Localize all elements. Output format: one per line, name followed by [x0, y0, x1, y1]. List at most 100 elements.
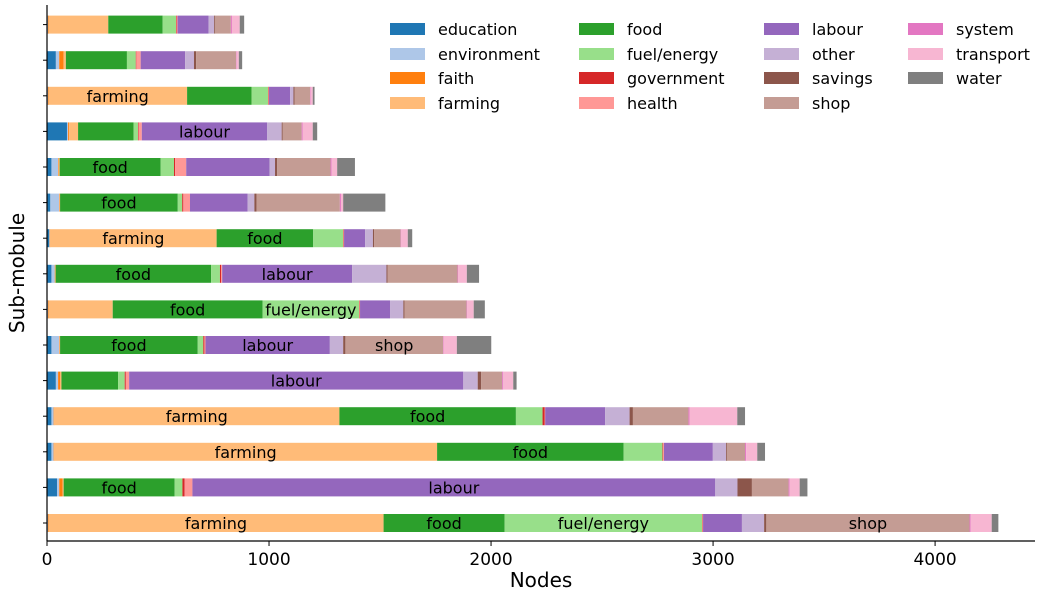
bar-segment-transport [443, 336, 457, 354]
bar-segment-health [268, 86, 270, 105]
legend-label: government [627, 69, 725, 88]
bar-segment-labour [222, 264, 353, 283]
bar-segment-environment [51, 158, 59, 176]
bar-segment-food [437, 442, 624, 461]
bar-segment-environment [55, 371, 59, 390]
bar-segment-shop [294, 86, 311, 105]
bar-segment-shop [481, 371, 503, 390]
bar-segment-other [390, 300, 404, 319]
segment-label-food: food [111, 336, 146, 355]
bar-segment-health [359, 300, 361, 319]
bar-segment-environment [47, 514, 49, 532]
y-axis-label: Sub-mobule [5, 213, 29, 333]
bar-segment-transport [689, 407, 738, 426]
bar-segment-water [312, 86, 315, 105]
bar-segment-labour [186, 158, 270, 176]
bar-segment-transport [503, 371, 514, 390]
bar-segment-transport [331, 158, 338, 176]
bar-segment-system [688, 407, 690, 426]
bar-segment-faith [47, 15, 49, 34]
bar-segment-education [47, 264, 52, 283]
bar-segment-system [969, 514, 971, 532]
bar-segment-transport [746, 442, 758, 461]
bar-9 [47, 300, 485, 319]
bar-segment-farming [62, 478, 64, 497]
bar-segment-water [799, 478, 808, 497]
bar-segment-government [542, 407, 545, 426]
bar-segment-faith [59, 51, 64, 70]
bar-segment-savings [372, 229, 375, 248]
legend-label: environment [438, 45, 540, 64]
bar-segment-government [203, 336, 205, 354]
bar-7 [47, 229, 413, 248]
legend-swatch [764, 23, 799, 35]
bar-segment-other [741, 514, 765, 532]
bar-segment-shop [751, 478, 789, 497]
bar-segment-farming [63, 51, 66, 70]
bar-segment-education [47, 122, 67, 141]
bar-segment-labour [177, 15, 209, 34]
bar-1 [47, 15, 245, 34]
legend-swatch [579, 72, 614, 84]
legend-label: labour [812, 20, 863, 39]
bar-segment-government [268, 86, 269, 105]
bar-segment-food [187, 86, 252, 105]
bar-segment-environment [51, 336, 60, 354]
bar-14 [47, 478, 808, 497]
bar-segment-farming [59, 193, 61, 212]
legend-entry-labour: labour [764, 20, 863, 39]
bar-11 [47, 371, 517, 390]
bar-segment-fuel-energy [177, 193, 183, 212]
legend-label: health [627, 94, 678, 113]
bar-segment-fuel-energy [133, 122, 139, 141]
legend-label: farming [438, 94, 500, 113]
legend-label: faith [438, 69, 474, 88]
segment-label-labour: labour [271, 372, 322, 391]
segment-label-fuel-energy: fuel/energy [558, 514, 649, 533]
bar-segment-shop [766, 514, 970, 532]
bar-segment-education [47, 442, 52, 461]
bar-segment-other [247, 193, 255, 212]
bar-segment-other [712, 442, 727, 461]
bar-segment-environment [49, 229, 50, 248]
bar-segment-other [329, 336, 344, 354]
bar-segment-education [47, 478, 57, 497]
bar-segment-education [47, 193, 51, 212]
segment-label-shop: shop [375, 336, 413, 355]
bar-segment-other [185, 51, 194, 70]
segment-label-farming: farming [215, 443, 277, 462]
legend-swatch [764, 97, 799, 109]
bar-segment-health [183, 193, 190, 212]
bar-segment-other [352, 264, 387, 283]
bar-segment-savings [477, 371, 482, 390]
bar-segment-shop [387, 264, 458, 283]
bar-segment-government [138, 122, 139, 141]
bar-segment-shop [282, 122, 302, 141]
legend-swatch [908, 72, 943, 84]
legend-swatch [390, 97, 425, 109]
bar-segment-food [55, 264, 212, 283]
bar-5 [47, 158, 355, 176]
bar-segment-education [47, 51, 56, 70]
bar-segment-water [757, 442, 766, 461]
bar-segment-health [125, 371, 130, 390]
bar-segment-system [745, 442, 747, 461]
bar-segment-health [343, 229, 345, 248]
legend-entry-faith: faith [390, 69, 474, 88]
bar-segment-health [184, 478, 193, 497]
legend-swatch [908, 23, 943, 35]
bar-segment-faith [58, 158, 59, 176]
bar-segment-system [230, 15, 232, 34]
bar-segment-labour [269, 86, 291, 105]
bar-segment-health [136, 51, 141, 70]
x-axis-label: Nodes [510, 568, 573, 592]
legend-swatch [390, 72, 425, 84]
bar-segment-savings [629, 407, 633, 426]
bar-segment-faith [49, 229, 51, 248]
segment-label-food: food [170, 300, 205, 319]
bar-3 [47, 86, 315, 105]
bar-segment-farming [54, 442, 438, 461]
bar-segment-environment [55, 51, 60, 70]
bar-segment-system [466, 300, 468, 319]
